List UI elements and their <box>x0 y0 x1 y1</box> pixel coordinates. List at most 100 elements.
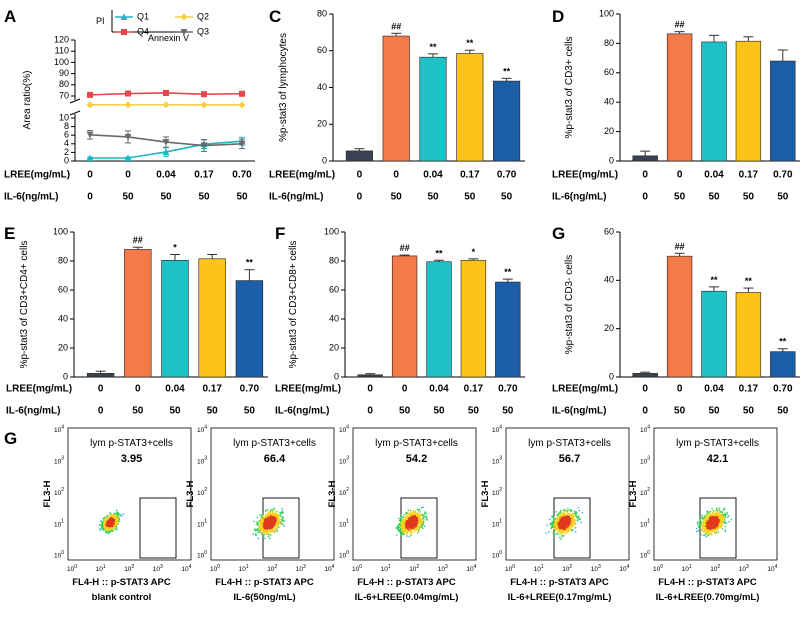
event-dot <box>110 517 112 520</box>
event-dot <box>259 525 261 527</box>
y-tick-label: 80 <box>329 255 339 265</box>
event-dot <box>561 520 563 522</box>
event-dot <box>414 524 417 526</box>
event-dot <box>410 516 413 519</box>
event-dot <box>281 516 284 518</box>
event-dot <box>553 523 555 526</box>
event-dot <box>555 518 558 521</box>
tick-exponent: 0 <box>204 550 207 556</box>
event-dot <box>567 507 569 510</box>
event-dot <box>721 513 723 515</box>
event-dot <box>268 524 271 526</box>
y-tick-label: 100 <box>492 550 502 559</box>
event-dot <box>713 517 715 519</box>
event-dot <box>721 515 724 518</box>
x-tick-label: 101 <box>682 564 692 573</box>
event-dot <box>566 522 569 525</box>
event-dot <box>116 522 118 525</box>
event-dot <box>109 530 111 532</box>
x-axis-label: FL4-H :: p-STAT3 APC <box>357 577 456 588</box>
x-tick-label: 104 <box>619 564 629 573</box>
y-tick-label: 20 <box>604 323 614 333</box>
event-dot <box>265 525 268 528</box>
event-dot <box>113 514 116 517</box>
event-dot <box>724 522 726 524</box>
event-dot <box>700 523 702 526</box>
event-dot <box>417 524 419 526</box>
event-dot <box>717 519 719 522</box>
event-dot <box>101 522 103 524</box>
event-dot <box>713 521 716 523</box>
event-dot <box>566 525 568 528</box>
event-dot <box>109 527 112 530</box>
il6-dose-label: 50 <box>399 406 411 417</box>
event-dot <box>706 510 709 513</box>
panel-label: C <box>269 7 281 26</box>
event-dot <box>277 521 279 523</box>
event-dot <box>282 520 284 522</box>
event-dot <box>703 529 706 531</box>
event-dot <box>561 530 563 533</box>
y-tick-label: 6 <box>64 130 69 140</box>
lree-dose-label: 0.70 <box>232 170 252 181</box>
event-dot <box>103 528 105 531</box>
event-dot <box>569 513 572 515</box>
y-axis-label: %p-stat3 of CD3+ cells <box>564 37 575 139</box>
y-tick-label: 4 <box>64 138 69 148</box>
bar <box>426 261 452 378</box>
event-dot <box>707 521 710 524</box>
event-dot <box>695 527 698 530</box>
event-dot <box>564 516 566 519</box>
tick-exponent: 0 <box>660 564 663 570</box>
event-dot <box>104 524 107 526</box>
event-dot <box>724 530 727 533</box>
event-dot <box>721 520 724 523</box>
line-marker <box>86 131 94 139</box>
event-dot <box>709 524 712 526</box>
event-dot <box>275 511 277 513</box>
event-dot <box>413 531 415 534</box>
event-dot <box>404 520 406 522</box>
event-dot <box>111 523 113 526</box>
y-tick-label: 80 <box>59 79 69 89</box>
event-dot <box>722 517 724 519</box>
event-dot <box>276 527 278 529</box>
event-dot <box>552 523 555 526</box>
lree-dose-label: 0.17 <box>460 170 480 181</box>
y-tick-label: 103 <box>640 456 650 465</box>
event-dot <box>558 519 560 521</box>
event-dot <box>105 525 108 527</box>
event-dot <box>571 524 574 526</box>
event-dot <box>397 527 400 529</box>
event-dot <box>414 519 416 521</box>
event-dot <box>559 531 561 534</box>
x-tick-label: 104 <box>466 564 476 573</box>
event-dot <box>712 525 715 528</box>
y-axis-label: FL3-H <box>628 480 639 507</box>
axis-break-mark <box>69 98 81 104</box>
event-dot <box>270 518 272 520</box>
event-dot <box>422 527 424 530</box>
event-dot <box>403 531 406 534</box>
event-dot <box>721 511 723 513</box>
row-label-lree: LREE(mg/mL) <box>6 384 72 395</box>
gate-rectangle <box>139 497 177 559</box>
event-dot <box>564 523 567 525</box>
event-dot <box>262 516 264 518</box>
event-dot <box>270 524 273 526</box>
event-dot <box>101 521 104 523</box>
event-dot <box>563 517 566 520</box>
event-dot <box>116 518 118 520</box>
significance-mark: ## <box>675 20 685 30</box>
event-dot <box>402 528 404 530</box>
event-dot <box>261 526 264 529</box>
event-dot <box>108 520 111 523</box>
event-dot <box>111 520 114 522</box>
event-dot <box>411 530 413 532</box>
event-dot <box>115 523 118 526</box>
x-tick-label: 103 <box>296 564 306 573</box>
event-dot <box>262 512 265 515</box>
event-dot <box>264 537 266 539</box>
event-dot <box>573 520 576 522</box>
il6-dose-label: 50 <box>122 192 134 203</box>
